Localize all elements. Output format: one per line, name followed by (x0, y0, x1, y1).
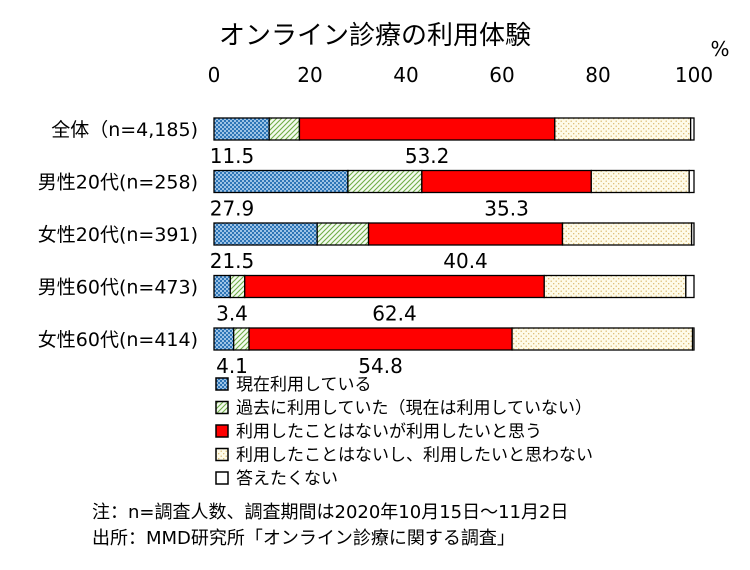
data-label: 21.5 (210, 249, 255, 273)
legend-label: 利用したことはないが利用したいと思う (236, 422, 542, 442)
source-note: 出所：MMD研究所「オンライン診療に関する調査」 (92, 528, 515, 549)
bar-segment (244, 274, 545, 299)
legend-label: 現在利用している (236, 375, 372, 395)
bar-segment (347, 169, 423, 194)
category-label: 男性20代(n=258) (38, 172, 198, 194)
bar-segment (688, 169, 695, 194)
data-label: 35.3 (484, 197, 529, 221)
data-label: 27.9 (210, 197, 255, 221)
bar-segment (298, 117, 556, 141)
bar-segment (268, 117, 301, 141)
bar-segment (367, 222, 564, 246)
bar-segment (561, 222, 693, 246)
legend-swatch (215, 377, 229, 391)
bar-segment (213, 222, 318, 246)
data-labels: 11.5 53.2 27.9 35.3 21.5 40.4 3.4 62.4 4.1 54.8 (210, 144, 529, 378)
legend-label: 過去に利用していた（現在は利用していない） (236, 399, 592, 419)
x-tick-label: 60 (489, 63, 514, 87)
data-label: 62.4 (372, 302, 417, 326)
bar-segment (213, 117, 270, 141)
chart-title: オンライン診療の利用体験 (219, 21, 531, 51)
bar-segment (543, 274, 687, 299)
bar-groups (213, 117, 695, 351)
category-label: 女性20代(n=391) (38, 224, 198, 246)
bar-segment (229, 274, 246, 299)
x-tick-label: 40 (393, 63, 418, 87)
bar-segment (685, 274, 695, 299)
category-label: 男性60代(n=473) (38, 277, 198, 299)
category-labels: 全体（n=4,185) 男性20代(n=258) 女性20代(n=391) 男性60代… (38, 119, 198, 351)
data-label: 54.8 (358, 354, 403, 378)
bar-segment (511, 327, 694, 351)
bar-segment (213, 327, 235, 351)
unit-label: % (710, 37, 729, 61)
data-label: 3.4 (216, 302, 248, 326)
bar-segment (554, 117, 692, 141)
legend-swatch (215, 471, 229, 485)
data-label: 40.4 (443, 249, 488, 273)
bar-segment (421, 169, 592, 194)
bar-segment (590, 169, 690, 194)
bar-segment (213, 274, 231, 299)
survey-note: 注：n=調査人数、調査期間は2020年10月15日～11月2日 (92, 502, 569, 523)
category-label: 全体（n=4,185) (51, 119, 198, 141)
category-label: 女性60代(n=414) (38, 329, 198, 351)
legend-swatch (215, 447, 229, 462)
bar-segment (691, 327, 695, 351)
x-tick-label: 100 (675, 63, 713, 87)
stacked-bar-chart: オンライン診療の利用体験 % 0 20 40 60 80 100 11.5 53.2 27.9… (38, 21, 730, 489)
bar-segment (213, 169, 349, 194)
bar-segment (690, 222, 695, 246)
legend-swatch (215, 424, 229, 438)
data-label: 11.5 (210, 144, 255, 168)
data-label: 4.1 (216, 354, 248, 378)
bar-segment (689, 117, 695, 141)
x-tick-label: 0 (208, 63, 221, 87)
bar-segment (316, 222, 370, 246)
bar-segment (248, 327, 513, 351)
legend-label: 利用したことはないし、利用したいと思わない (236, 446, 593, 466)
legend-swatch (215, 400, 229, 415)
x-axis-ticks: 0 20 40 60 80 100 (208, 63, 713, 87)
legend-label: 答えたくない (236, 469, 338, 489)
bar-segment (233, 327, 250, 351)
x-tick-label: 20 (297, 63, 322, 87)
data-label: 53.2 (405, 144, 450, 168)
x-tick-label: 80 (585, 63, 610, 87)
